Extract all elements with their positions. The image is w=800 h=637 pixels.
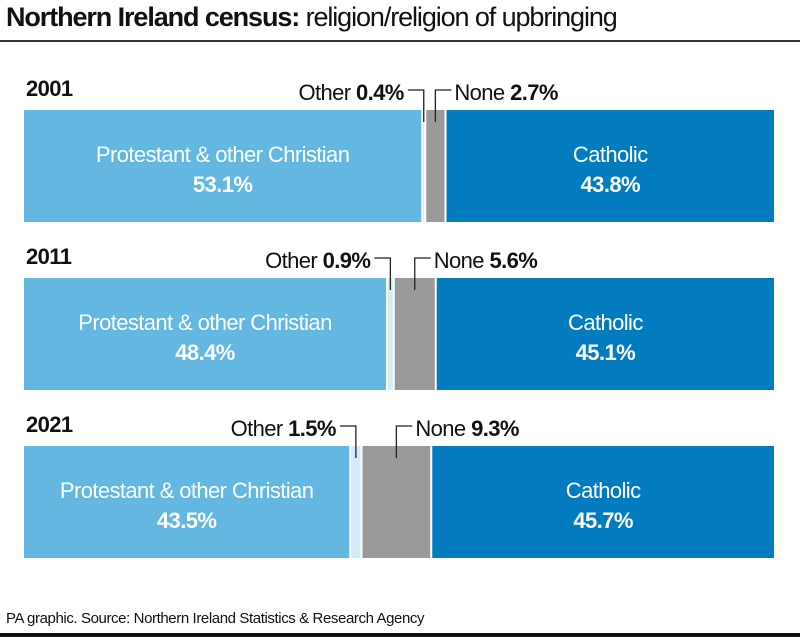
none-connector-2001 <box>434 89 452 122</box>
none-connector-2021 <box>395 425 413 458</box>
bar-segment-none-2001 <box>426 110 445 222</box>
protestant-label-2021: Protestant & other Christian <box>60 478 313 503</box>
year-label-2021: 2021 <box>26 412 73 437</box>
protestant-value-2011: 48.4% <box>175 340 234 365</box>
bar-segment-catholic-2021 <box>432 446 774 558</box>
catholic-label-2001: Catholic <box>573 142 648 167</box>
bar-segment-protestant-other-christian-2001 <box>24 110 422 222</box>
none-connector-2011 <box>414 257 431 290</box>
bar-segment-catholic-2011 <box>436 278 774 390</box>
bar-segment-protestant-other-christian-2011 <box>24 278 386 390</box>
protestant-value-2001: 53.1% <box>193 172 252 197</box>
none-label-2001: None 2.7% <box>454 80 558 105</box>
bar-segment-catholic-2001 <box>446 110 774 222</box>
other-connector-2001 <box>407 89 425 122</box>
catholic-label-2011: Catholic <box>568 310 643 335</box>
year-label-2011: 2011 <box>26 244 72 269</box>
year-label-2001: 2001 <box>26 76 73 101</box>
title-divider <box>0 40 800 42</box>
none-label-2011: None 5.6% <box>434 248 538 273</box>
title-bold: Northern Ireland census: <box>6 2 300 32</box>
bar-segment-protestant-other-christian-2021 <box>24 446 350 558</box>
chart-title: Northern Ireland census: religion/religi… <box>6 2 618 33</box>
bar-segment-none-2011 <box>394 278 435 390</box>
bottom-divider <box>0 633 800 637</box>
catholic-value-2011: 45.1% <box>576 340 635 365</box>
title-regular: religion/religion of upbringing <box>299 2 618 32</box>
protestant-label-2011: Protestant & other Christian <box>78 310 331 335</box>
protestant-value-2021: 43.5% <box>157 508 216 533</box>
bar-segment-other-2001 <box>423 110 425 222</box>
catholic-value-2001: 43.8% <box>581 172 640 197</box>
other-label-2001: Other 0.4% <box>298 80 403 105</box>
catholic-value-2021: 45.7% <box>573 508 632 533</box>
none-label-2021: None 9.3% <box>415 416 519 441</box>
other-connector-2021 <box>339 425 357 458</box>
source-footer: PA graphic. Source: Northern Ireland Sta… <box>6 610 425 627</box>
bar-segment-other-2021 <box>351 446 361 558</box>
other-label-2011: Other 0.9% <box>265 248 370 273</box>
other-connector-2011 <box>374 257 392 290</box>
protestant-label-2001: Protestant & other Christian <box>96 142 349 167</box>
other-label-2021: Other 1.5% <box>231 416 336 441</box>
catholic-label-2021: Catholic <box>566 478 641 503</box>
bar-segment-none-2021 <box>362 446 431 558</box>
bar-segment-other-2011 <box>388 278 393 390</box>
